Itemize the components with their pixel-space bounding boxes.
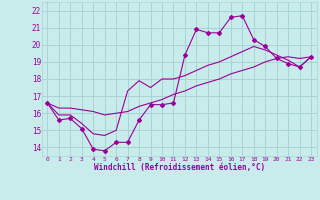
X-axis label: Windchill (Refroidissement éolien,°C): Windchill (Refroidissement éolien,°C): [94, 163, 265, 172]
